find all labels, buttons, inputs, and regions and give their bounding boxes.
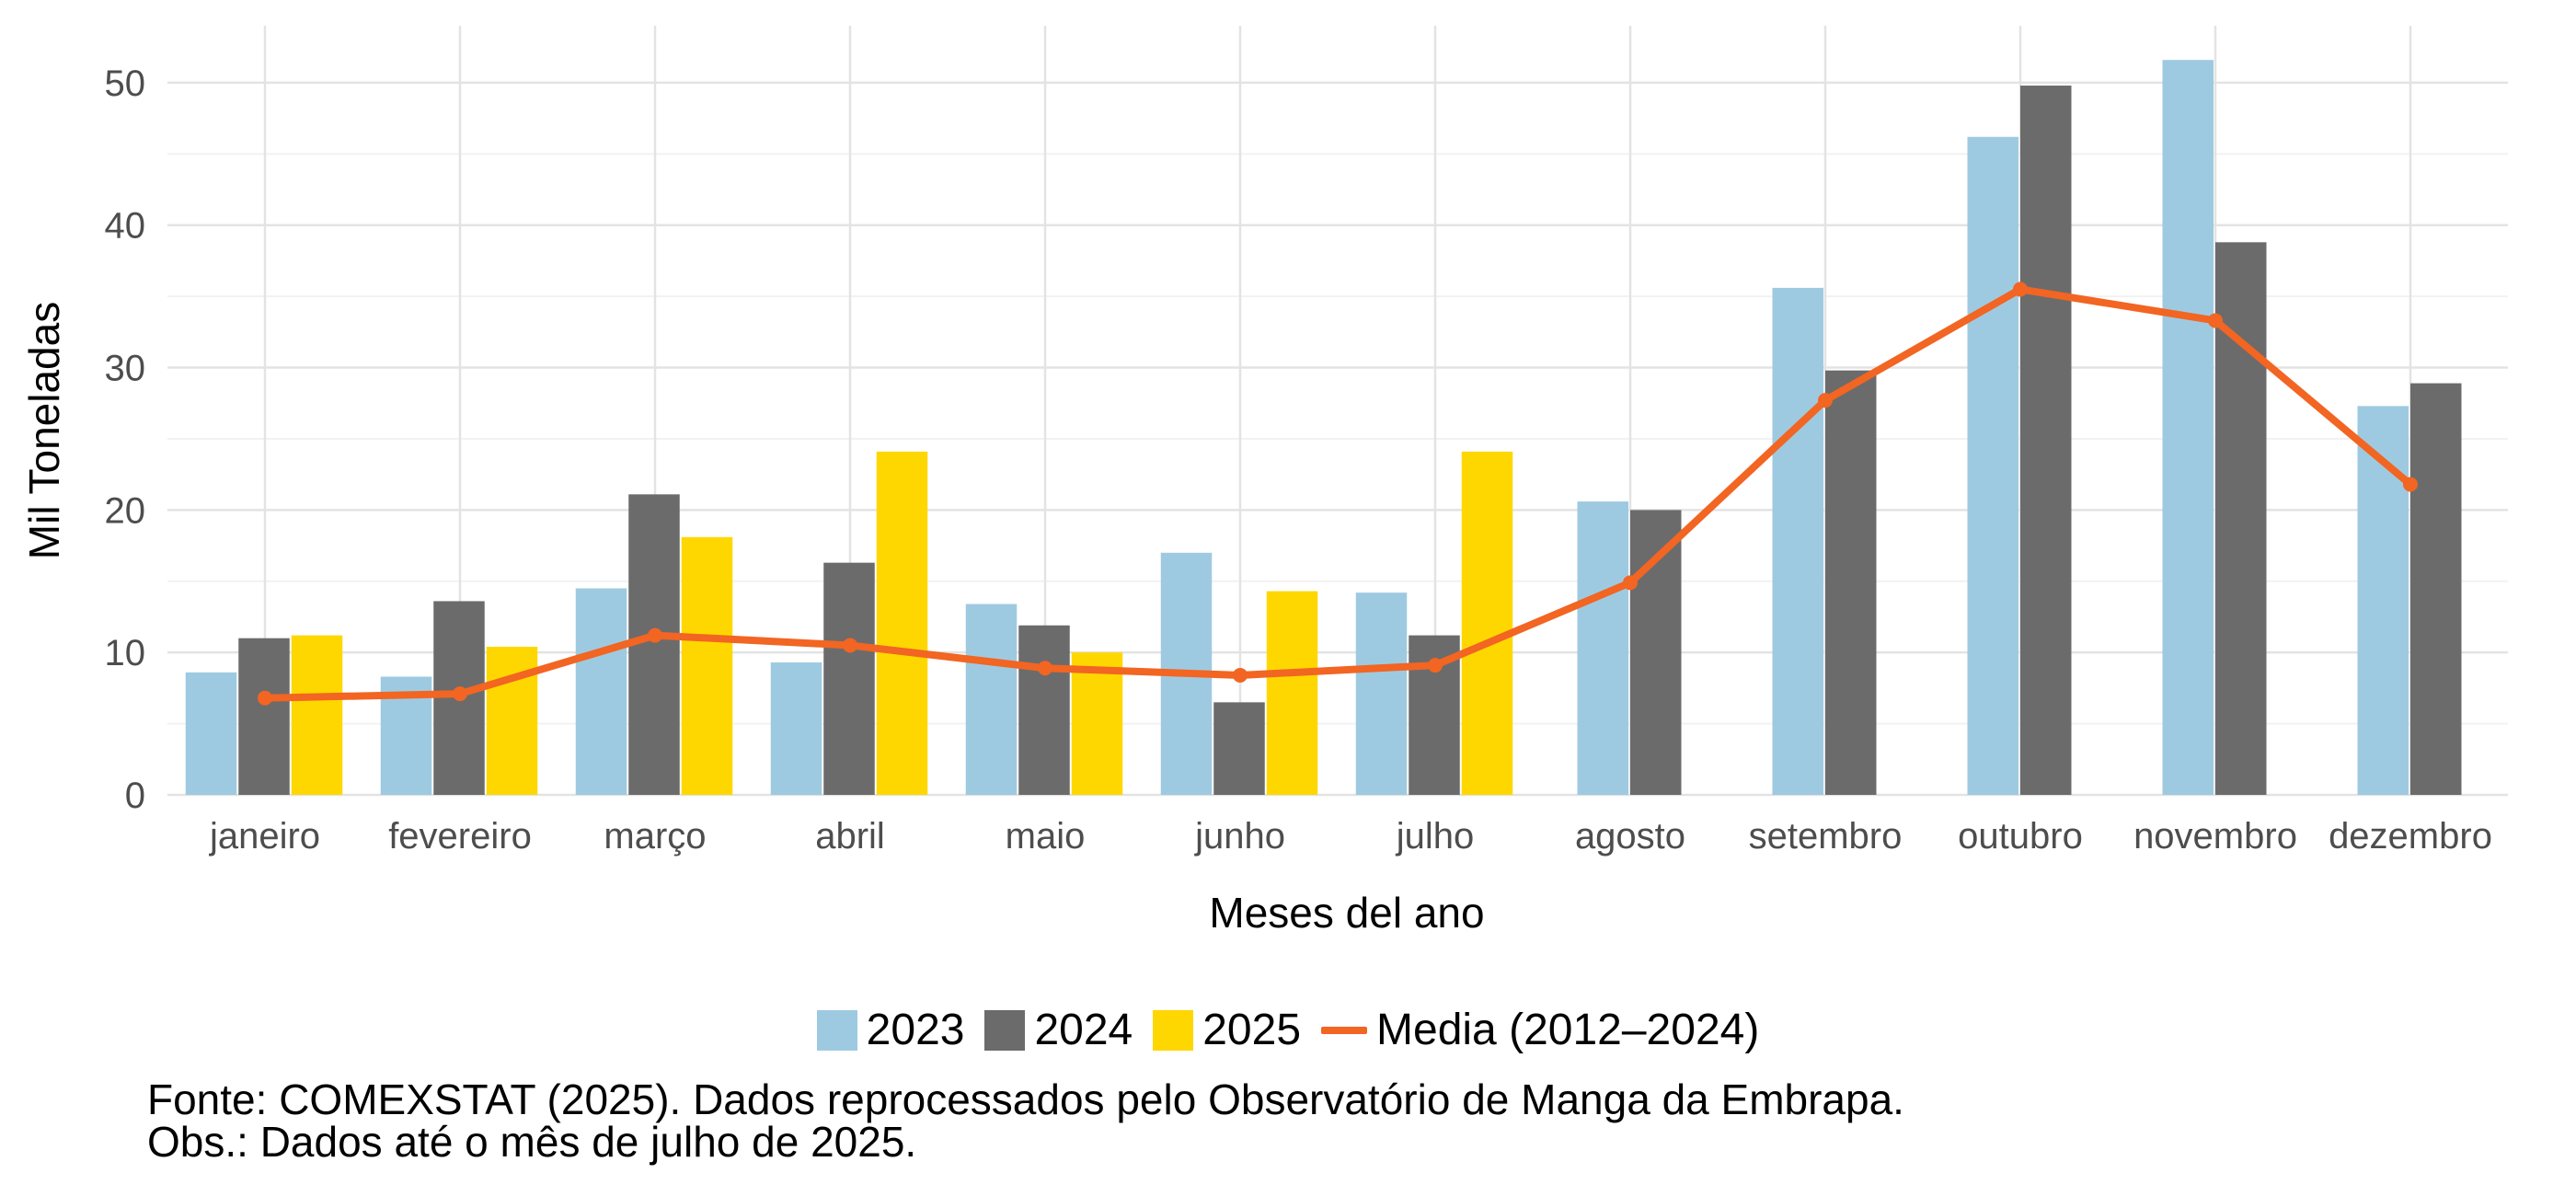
legend-label-media: Media (2012–2024): [1376, 1006, 1760, 1054]
average-point: [1818, 393, 1833, 408]
legend: 2023 2024 2025 Media (2012–2024): [0, 1005, 2576, 1055]
y-tick-label: 50: [105, 63, 146, 104]
x-tick-label: maio: [1006, 816, 1086, 857]
legend-item-2023: 2023: [816, 1005, 965, 1055]
bar-2023-março: [575, 588, 627, 795]
bar-2024-agosto: [1630, 510, 1682, 795]
bar-2024-janeiro: [238, 638, 290, 795]
legend-item-2024: 2024: [984, 1005, 1133, 1055]
bar-2024-dezembro: [2410, 383, 2462, 795]
y-tick-label: 10: [105, 633, 146, 673]
y-tick-labels: 0 10 20 30 40 50: [105, 63, 146, 816]
x-tick-label: novembro: [2133, 816, 2297, 857]
average-point: [2013, 282, 2028, 297]
bar-2025-julho: [1461, 451, 1513, 795]
bar-2023-agosto: [1577, 501, 1628, 795]
legend-swatch-2023: [816, 1009, 857, 1051]
bar-2023-novembro: [2162, 60, 2214, 795]
legend-label-2023: 2023: [866, 1006, 965, 1054]
x-tick-label: setembro: [1749, 816, 1903, 857]
bar-2025-março: [681, 536, 733, 795]
legend-line-media: [1321, 1026, 1368, 1034]
chart-notes: Fonte: COMEXSTAT (2025). Dados reprocess…: [147, 1078, 1904, 1163]
x-tick-label: janeiro: [209, 816, 320, 857]
average-point: [2403, 477, 2418, 492]
bar-2024-novembro: [2215, 242, 2267, 796]
average-line: [261, 285, 2414, 702]
x-tick-label: julho: [1396, 816, 1475, 857]
bar-2024-março: [628, 494, 680, 795]
y-axis-title: Mil Toneladas: [20, 302, 68, 559]
bar-2023-janeiro: [185, 672, 237, 795]
x-tick-labels: janeiro fevereiro março abril maio junho julho…: [209, 816, 2492, 857]
average-point: [2208, 313, 2223, 328]
average-point: [258, 690, 272, 706]
legend-swatch-2025: [1153, 1009, 1194, 1051]
y-tick-label: 40: [105, 206, 146, 247]
x-tick-label: abril: [815, 816, 885, 857]
obs-note: Obs.: Dados até o mês de julho de 2025.: [147, 1118, 917, 1166]
bars: [185, 60, 2462, 796]
average-point: [1623, 575, 1638, 591]
legend-item-media: Media (2012–2024): [1321, 1005, 1759, 1055]
average-point: [1428, 658, 1443, 673]
y-tick-label: 20: [105, 490, 146, 531]
bar-2025-maio: [1071, 652, 1123, 795]
bar-2024-outubro: [2020, 86, 2072, 796]
bar-2023-maio: [965, 604, 1018, 795]
legend-swatch-2024: [984, 1009, 1026, 1051]
x-tick-label: dezembro: [2329, 816, 2492, 857]
source-note: Fonte: COMEXSTAT (2025). Dados reprocess…: [147, 1075, 1904, 1123]
x-tick-label: outubro: [1958, 816, 2083, 857]
chart-svg: 0 10 20 30 40 50 janeiro fevereiro março abril ma…: [20, 26, 2508, 937]
x-tick-label: agosto: [1575, 816, 1685, 857]
legend-label-2024: 2024: [1034, 1006, 1133, 1054]
bar-2025-janeiro: [291, 635, 343, 795]
bar-2025-fevereiro: [486, 646, 538, 795]
x-tick-label: março: [604, 816, 706, 857]
bar-2023-abril: [770, 662, 822, 795]
average-point: [1038, 661, 1052, 676]
bar-2024-abril: [823, 562, 875, 795]
bar-2024-setembro: [1825, 370, 1877, 795]
minor-gridlines: [167, 153, 2508, 725]
average-line-layer: [258, 282, 2418, 706]
x-axis-title: Meses del ano: [1209, 889, 1484, 937]
average-point: [1233, 667, 1248, 683]
bar-2023-setembro: [1772, 287, 1823, 795]
bar-2025-abril: [876, 451, 928, 795]
average-point: [648, 627, 662, 643]
bar-2025-junho: [1266, 591, 1318, 795]
bar-2024-maio: [1018, 625, 1070, 795]
average-point: [843, 638, 857, 653]
x-tick-label: fevereiro: [388, 816, 532, 857]
x-tick-label: junho: [1194, 816, 1285, 857]
legend-label-2025: 2025: [1202, 1006, 1302, 1054]
y-tick-label: 30: [105, 349, 146, 389]
y-tick-label: 0: [125, 776, 145, 816]
bar-2023-julho: [1355, 592, 1408, 795]
bar-2024-junho: [1213, 702, 1265, 795]
bar-2023-dezembro: [2357, 406, 2409, 795]
average-point: [453, 686, 467, 702]
legend-item-2025: 2025: [1153, 1005, 1301, 1055]
bar-2023-outubro: [1967, 136, 2018, 795]
